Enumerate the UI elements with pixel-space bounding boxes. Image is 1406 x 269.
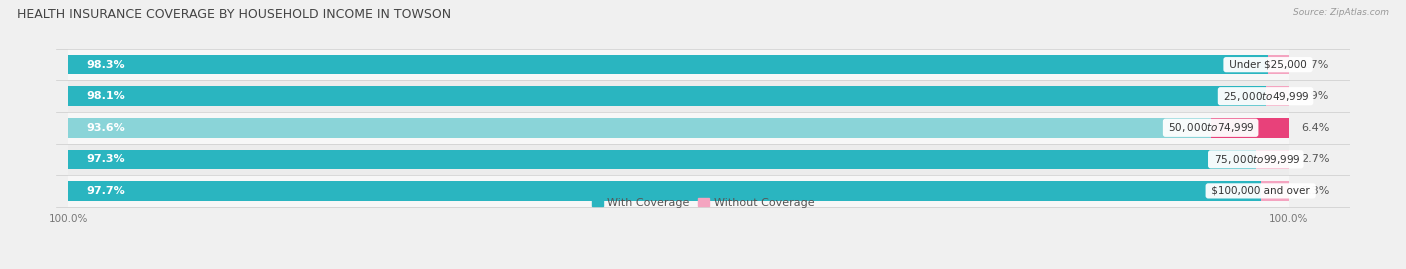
Bar	[69, 86, 1265, 106]
Text: $100,000 and over: $100,000 and over	[1208, 186, 1313, 196]
Bar	[69, 49, 1289, 80]
Bar	[69, 80, 1289, 112]
Bar	[69, 150, 1256, 169]
Legend: With Coverage, Without Coverage: With Coverage, Without Coverage	[588, 194, 818, 213]
Text: 98.1%: 98.1%	[87, 91, 125, 101]
Text: 97.3%: 97.3%	[87, 154, 125, 164]
Text: $25,000 to $49,999: $25,000 to $49,999	[1220, 90, 1310, 103]
Text: 97.7%: 97.7%	[87, 186, 125, 196]
Text: Source: ZipAtlas.com: Source: ZipAtlas.com	[1294, 8, 1389, 17]
Bar	[69, 181, 1261, 201]
Text: 6.4%: 6.4%	[1301, 123, 1329, 133]
Text: 2.7%: 2.7%	[1301, 154, 1330, 164]
Text: 93.6%: 93.6%	[87, 123, 125, 133]
Bar	[1261, 181, 1289, 201]
Bar	[1256, 150, 1289, 169]
Bar	[1265, 86, 1289, 106]
Bar	[69, 144, 1289, 175]
Text: 1.9%: 1.9%	[1301, 91, 1329, 101]
Bar	[69, 112, 1289, 144]
Text: 98.3%: 98.3%	[87, 60, 125, 70]
Bar	[1211, 118, 1289, 137]
Bar	[69, 118, 1211, 137]
Bar	[69, 175, 1289, 207]
Text: 1.7%: 1.7%	[1301, 60, 1329, 70]
Bar	[69, 55, 1268, 75]
Text: 2.3%: 2.3%	[1301, 186, 1329, 196]
Text: HEALTH INSURANCE COVERAGE BY HOUSEHOLD INCOME IN TOWSON: HEALTH INSURANCE COVERAGE BY HOUSEHOLD I…	[17, 8, 451, 21]
Bar	[1268, 55, 1289, 75]
Text: $50,000 to $74,999: $50,000 to $74,999	[1166, 121, 1256, 134]
Text: Under $25,000: Under $25,000	[1226, 60, 1310, 70]
Text: $75,000 to $99,999: $75,000 to $99,999	[1211, 153, 1301, 166]
